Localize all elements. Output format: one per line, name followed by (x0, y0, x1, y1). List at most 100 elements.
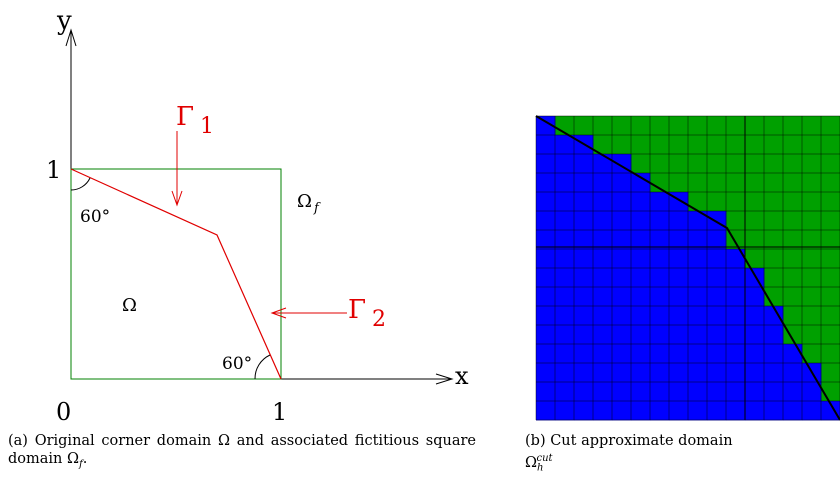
mesh-cell-inside (650, 401, 670, 421)
mesh-cell-inside (764, 325, 784, 345)
mesh-cell-inside (574, 325, 594, 345)
gamma1-arrowhead (171, 190, 183, 207)
mesh-cell-inside (536, 211, 556, 231)
fictitious-square (70, 168, 282, 380)
mesh-cell-inside (688, 230, 708, 250)
mesh-cell-inside (726, 401, 746, 421)
caption-a-f-sub: f (79, 458, 83, 470)
mesh-cell-inside (707, 287, 727, 307)
mesh-cell-inside (650, 287, 670, 307)
mesh-cell-inside (593, 344, 613, 364)
mesh-cell-inside (612, 344, 632, 364)
mesh-cell-inside (707, 249, 727, 269)
mesh-cell-inside (669, 363, 689, 383)
mesh-cell-inside (631, 287, 651, 307)
mesh-cell-inside (745, 382, 765, 402)
mesh-cell-inside (593, 173, 613, 193)
mesh-cell-inside (669, 249, 689, 269)
mesh-cell-inside (631, 268, 651, 288)
mesh-cell-inside (612, 325, 632, 345)
mesh-cell-inside (707, 230, 727, 250)
mesh-cell-inside (555, 192, 575, 212)
mesh-cell-inside (574, 401, 594, 421)
mesh-cell-inside (783, 344, 803, 364)
mesh-cell-inside (650, 268, 670, 288)
mesh-cell-inside (555, 325, 575, 345)
caption-a-prefix: (a) Original corner domain (8, 433, 212, 449)
mesh-cell-inside (593, 325, 613, 345)
mesh-cell-inside (574, 382, 594, 402)
mesh-cell-inside (612, 249, 632, 269)
angle-label-bottom: 60° (222, 354, 252, 374)
mesh-cell-inside (555, 249, 575, 269)
mesh-cell-inside (593, 306, 613, 326)
mesh-cell-inside (631, 230, 651, 250)
mesh-cell-inside (745, 401, 765, 421)
caption-b: (b) Cut approximate domain Ωhcut (525, 432, 840, 478)
mesh-cell-inside (726, 325, 746, 345)
mesh-inside-cells (536, 116, 840, 421)
y-axis-label: y (56, 6, 72, 36)
mesh-cell-inside (536, 192, 556, 212)
mesh-cell-inside (574, 249, 594, 269)
mesh-cell-inside (688, 344, 708, 364)
mesh-cell-inside (688, 268, 708, 288)
mesh-cell-inside (593, 268, 613, 288)
mesh-cell-inside (764, 306, 784, 326)
mesh-cell-inside (574, 268, 594, 288)
mesh-cell-inside (612, 306, 632, 326)
mesh-cell-inside (574, 230, 594, 250)
mesh-cell-inside (631, 192, 651, 212)
mesh-cell-inside (745, 325, 765, 345)
mesh-cell-inside (631, 211, 651, 231)
mesh-cell-inside (593, 249, 613, 269)
mesh-cell-inside (631, 306, 651, 326)
mesh-cell-inside (783, 382, 803, 402)
mesh-cell-inside (555, 211, 575, 231)
mesh-cell-inside (555, 382, 575, 402)
mesh-cell-inside (555, 344, 575, 364)
gamma2-arrowhead (270, 307, 287, 319)
mesh-grid (535, 115, 840, 421)
mesh-cell-inside (574, 344, 594, 364)
caption-a: (a) Original corner domain Ω and associa… (8, 432, 476, 474)
mesh-cell-inside (745, 344, 765, 364)
mesh-cell-inside (650, 230, 670, 250)
mesh-cell-inside (536, 306, 556, 326)
mesh-cell-inside (536, 268, 556, 288)
mesh-cell-inside (688, 401, 708, 421)
tick-label-x-0: 0 (56, 398, 71, 426)
mesh-cell-inside (726, 382, 746, 402)
mesh-cell-inside (726, 363, 746, 383)
mesh-cell-inside (593, 211, 613, 231)
mesh-cell-inside (707, 211, 727, 231)
mesh-cell-inside (593, 230, 613, 250)
mesh-cell-inside (631, 382, 651, 402)
x-axis-label: x (455, 362, 469, 390)
mesh-cell-inside (707, 325, 727, 345)
mesh-cell-inside (707, 382, 727, 402)
mesh-cell-inside (536, 344, 556, 364)
mesh-cell-inside (650, 363, 670, 383)
mesh-cell-inside (574, 211, 594, 231)
mesh-cell-inside (650, 192, 670, 212)
x-axis-arrowhead (435, 373, 454, 385)
mesh-cell-inside (764, 344, 784, 364)
caption-a-omega: Ω (217, 433, 230, 449)
mesh-cell-inside (726, 249, 746, 269)
mesh-cell-inside (612, 363, 632, 383)
caption-a-omega-f: Ω (67, 451, 80, 467)
mesh-cell-inside (707, 268, 727, 288)
mesh-cell-inside (726, 306, 746, 326)
mesh-cell-inside (707, 363, 727, 383)
mesh-cell-inside (593, 154, 613, 174)
y-axis-arrowhead (65, 28, 77, 47)
mesh-cell-inside (688, 287, 708, 307)
mesh-cell-inside (688, 382, 708, 402)
mesh-cell-inside (574, 363, 594, 383)
mesh-cell-inside (574, 192, 594, 212)
panel-b-mesh (535, 115, 840, 421)
mesh-cell-inside (631, 325, 651, 345)
